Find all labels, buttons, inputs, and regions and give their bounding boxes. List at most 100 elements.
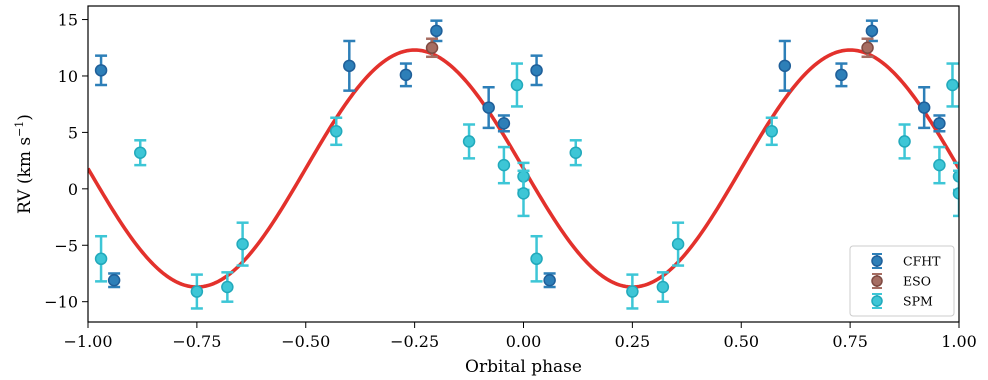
cfht-marker xyxy=(399,68,413,82)
spm-marker xyxy=(933,158,946,172)
legend-marker xyxy=(871,295,883,307)
cfht-point xyxy=(482,86,495,130)
legend-item-eso: ESO xyxy=(871,273,931,289)
spm-marker xyxy=(221,280,234,294)
y-axis-ticks: −10 −5 0 5 10 15 xyxy=(44,11,88,312)
cfht-marker xyxy=(530,64,543,77)
spm-point xyxy=(236,221,249,267)
spm-marker xyxy=(510,78,524,92)
spm-point xyxy=(765,116,778,147)
eso-marker xyxy=(861,41,874,55)
legend-label: ESO xyxy=(903,274,931,289)
x-tick-label: −0.25 xyxy=(390,332,439,351)
x-tick-label: 0.25 xyxy=(615,332,651,351)
legend-label: SPM xyxy=(903,294,933,309)
cfht-marker xyxy=(865,24,879,38)
spm-point xyxy=(946,62,959,108)
spm-marker xyxy=(94,252,108,266)
spm-marker xyxy=(236,237,249,251)
y-tick-label: 5 xyxy=(68,123,78,142)
cfht-marker xyxy=(543,273,556,287)
cfht-point xyxy=(343,39,356,92)
cfht-marker xyxy=(107,273,121,287)
x-tick-label: 1.00 xyxy=(941,332,977,351)
eso-point xyxy=(861,37,874,59)
x-tick-label: 0.50 xyxy=(723,332,759,351)
spm-marker xyxy=(626,285,639,298)
legend-item-cfht: CFHT xyxy=(871,253,941,269)
y-axis-title-main: RV (km s xyxy=(15,137,35,214)
y-tick-label: −10 xyxy=(44,293,78,312)
legend-label: CFHT xyxy=(903,254,941,269)
spm-marker xyxy=(134,146,147,159)
spm-point xyxy=(530,234,543,283)
x-tick-label: 0.75 xyxy=(832,332,868,351)
legend-items: CFHT ESO SPM xyxy=(871,253,941,309)
spm-point xyxy=(134,139,147,167)
cfht-marker xyxy=(933,117,946,130)
cfht-point xyxy=(94,54,108,87)
spm-point xyxy=(94,234,108,283)
data-points-layer xyxy=(94,19,959,310)
cfht-point xyxy=(107,272,121,289)
y-tick-label: 10 xyxy=(58,67,78,86)
spm-marker xyxy=(946,78,959,92)
eso-point xyxy=(425,37,439,59)
cfht-point xyxy=(530,54,543,87)
y-tick-label: −5 xyxy=(54,236,78,255)
cfht-point xyxy=(399,62,413,88)
spm-marker xyxy=(656,280,670,294)
spm-point xyxy=(462,123,476,160)
y-tick-label: 15 xyxy=(58,11,78,30)
spm-marker xyxy=(517,187,530,200)
spm-point xyxy=(671,221,685,267)
y-axis-title-exponent: −1 xyxy=(13,121,26,137)
spm-point xyxy=(497,145,511,185)
x-axis-ticks: −1.00 −0.75 −0.50 −0.25 0.00 0.25 0.50 0.75 1.00 xyxy=(63,322,977,351)
cfht-point xyxy=(497,114,511,133)
spm-marker xyxy=(569,146,583,159)
cfht-point xyxy=(835,62,848,88)
spm-point xyxy=(898,123,911,160)
spm-point xyxy=(221,271,234,303)
spm-marker xyxy=(952,170,959,183)
spm-marker xyxy=(329,125,343,138)
cfht-marker xyxy=(917,101,931,114)
spm-marker xyxy=(497,158,511,172)
cfht-point xyxy=(933,114,946,133)
cfht-marker xyxy=(343,59,356,73)
x-tick-label: −1.00 xyxy=(63,332,112,351)
x-axis-title: Orbital phase xyxy=(465,357,582,377)
spm-marker xyxy=(952,187,959,200)
spm-marker xyxy=(530,252,543,266)
legend-item-spm: SPM xyxy=(871,293,933,309)
cfht-marker xyxy=(94,64,108,77)
spm-point xyxy=(329,116,343,147)
spm-point xyxy=(626,273,639,310)
spm-marker xyxy=(462,135,476,148)
spm-marker xyxy=(765,125,778,138)
spm-marker xyxy=(190,285,204,298)
cfht-marker xyxy=(430,24,443,38)
legend-marker xyxy=(871,255,883,267)
cfht-point xyxy=(778,39,792,92)
spm-point xyxy=(510,62,524,108)
cfht-marker xyxy=(835,68,848,82)
cfht-marker xyxy=(482,101,495,114)
y-tick-label: 0 xyxy=(68,180,78,199)
x-tick-label: −0.50 xyxy=(281,332,330,351)
cfht-marker xyxy=(497,117,511,130)
cfht-marker xyxy=(778,59,792,73)
spm-point xyxy=(933,145,946,185)
y-axis-title-close: ) xyxy=(15,114,35,121)
y-axis-title: RV (km s−1) xyxy=(13,114,35,214)
spm-point xyxy=(190,273,204,310)
legend: CFHT ESO SPM xyxy=(849,245,955,317)
cfht-point xyxy=(543,272,556,289)
spm-marker xyxy=(898,135,911,148)
legend-marker xyxy=(871,275,883,287)
spm-point xyxy=(656,271,670,303)
spm-point xyxy=(517,169,530,218)
spm-point xyxy=(952,169,959,218)
